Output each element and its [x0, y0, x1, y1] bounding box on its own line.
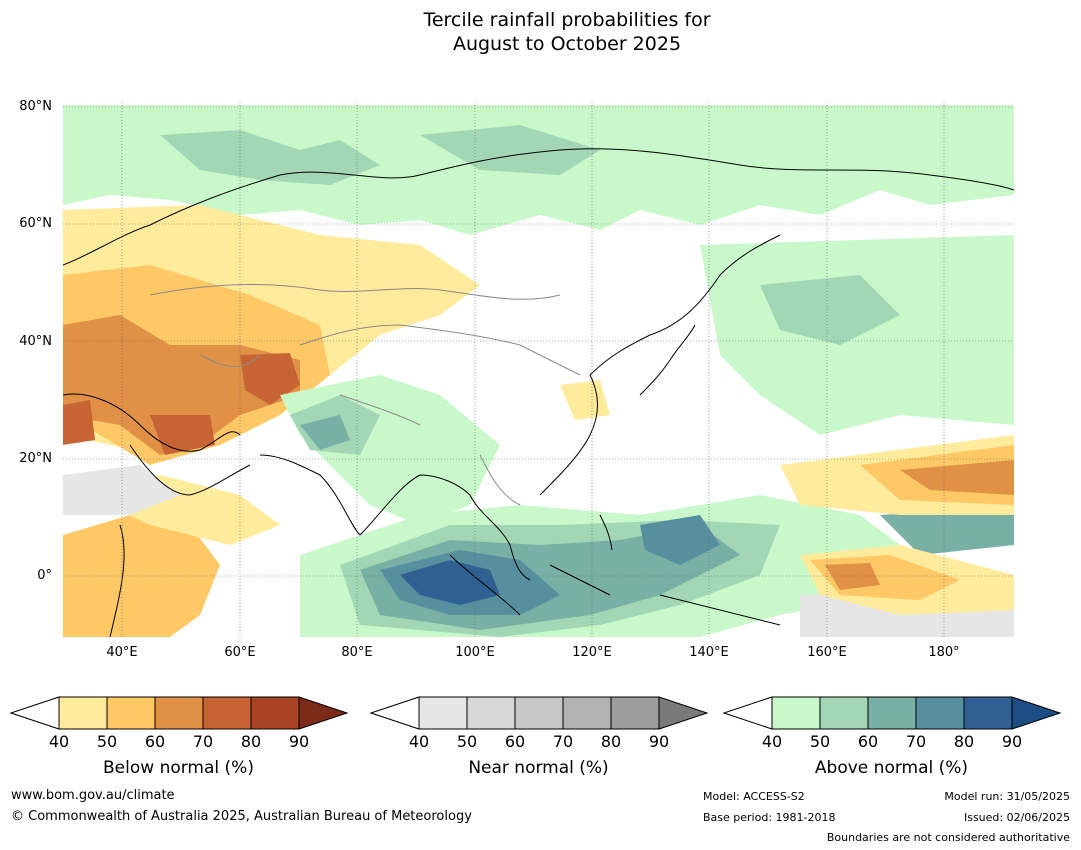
lon-label-80e: 80°E: [341, 645, 373, 660]
title-line-2: August to October 2025: [452, 33, 682, 55]
chart-title: Tercile rainfall probabilities for Augus…: [0, 8, 1081, 56]
tick-below-90: 90: [288, 732, 310, 751]
tick-above-50: 50: [809, 732, 831, 751]
lat-label-0: 0°: [37, 568, 52, 583]
model-run-date: Model run: 31/05/2025: [944, 790, 1070, 803]
lon-label-40e: 40°E: [106, 645, 138, 660]
colorbar-near-label: Near normal (%): [468, 758, 609, 778]
colorbar-near: [370, 696, 709, 730]
lon-label-60e: 60°E: [224, 645, 256, 660]
colorbar-near-bin-50: [466, 696, 516, 730]
region-above-pakistan: [300, 415, 350, 450]
tick-near-70: 70: [552, 732, 574, 751]
tick-near-50: 50: [456, 732, 478, 751]
base-period: Base period: 1981-2018: [703, 811, 836, 824]
colorbar-near-low-extend: [370, 696, 420, 730]
tick-near-80: 80: [600, 732, 622, 751]
colorbar-below-label: Below normal (%): [103, 758, 254, 778]
map-canvas: [63, 102, 1014, 637]
region-above-siberia-east: [420, 125, 600, 175]
colorbar-above-bin-80: [963, 696, 1013, 730]
colorbar-above-bin-40: [771, 696, 821, 730]
bom-url-link[interactable]: www.bom.gov.au/climate: [11, 788, 175, 803]
region-above-sumatra-deep: [400, 560, 500, 605]
lat-label-20n: 20°N: [19, 451, 52, 466]
issued-date: Issued: 02/06/2025: [963, 811, 1070, 824]
colorbar-below-high-extend: [298, 696, 349, 730]
colorbar-near-bin-40: [418, 696, 468, 730]
lon-label-100e: 100°E: [455, 645, 495, 660]
tick-below-80: 80: [240, 732, 262, 751]
colorbar-below: [10, 696, 349, 730]
lon-label-120e: 120°E: [572, 645, 612, 660]
tick-near-90: 90: [648, 732, 670, 751]
region-below-pacific-north-core: [900, 460, 1014, 495]
colorbar-above-bin-70: [915, 696, 965, 730]
colorbar-below-bin-70: [202, 696, 252, 730]
tick-below-60: 60: [144, 732, 166, 751]
colorbar-below-bin-50: [106, 696, 156, 730]
lat-label-60n: 60°N: [19, 216, 52, 231]
boundaries-disclaimer: Boundaries are not considered authoritat…: [826, 831, 1070, 844]
tick-above-90: 90: [1001, 732, 1023, 751]
colorbar-below-bin-40: [58, 696, 108, 730]
country-boundaries: [149, 284, 581, 506]
region-above-siberia-mid: [160, 130, 380, 185]
colorbar-above-low-extend: [723, 696, 773, 730]
colorbar-above: [723, 696, 1062, 730]
lon-label-140e: 140°E: [689, 645, 729, 660]
copyright-text: © Commonwealth of Australia 2025, Austra…: [11, 809, 472, 824]
region-below-pacific-south-core: [825, 563, 880, 590]
lat-label-80n: 80°N: [19, 99, 52, 114]
tick-below-40: 40: [48, 732, 70, 751]
region-above-philippines-sea: [640, 515, 720, 565]
coastlines: [63, 148, 1014, 637]
tick-above-70: 70: [905, 732, 927, 751]
colorbar-near-bin-60: [514, 696, 564, 730]
tick-below-70: 70: [192, 732, 214, 751]
tick-above-40: 40: [761, 732, 783, 751]
lat-label-40n: 40°N: [19, 334, 52, 349]
colorbar-above-bin-50: [819, 696, 869, 730]
tick-above-60: 60: [857, 732, 879, 751]
title-line-1: Tercile rainfall probabilities for: [423, 9, 711, 31]
tick-near-40: 40: [408, 732, 430, 751]
lon-label-180: 180°: [928, 645, 960, 660]
tick-above-80: 80: [953, 732, 975, 751]
colorbar-near-bin-70: [562, 696, 612, 730]
colorbar-below-bin-80: [250, 696, 300, 730]
colorbar-above-label: Above normal (%): [814, 758, 969, 778]
colorbar-below-bin-60: [154, 696, 204, 730]
colorbar-above-high-extend: [1011, 696, 1062, 730]
region-above-tropical-pacific-east: [880, 505, 1014, 555]
colorbar-near-bin-80: [610, 696, 660, 730]
lon-label-160e: 160°E: [807, 645, 847, 660]
tick-near-60: 60: [504, 732, 526, 751]
gridlines: [63, 102, 1014, 637]
probability-map: 80°N 60°N 40°N 20°N 0° 40°E 60°E 80°E 10…: [0, 95, 1081, 660]
region-below-iran: [240, 353, 300, 405]
region-above-north-pacific-mid: [760, 275, 900, 345]
model-name: Model: ACCESS-S2: [703, 790, 805, 803]
colorbar-near-high-extend: [658, 696, 709, 730]
tick-below-50: 50: [96, 732, 118, 751]
region-below-gulf: [63, 400, 95, 445]
colorbar-above-bin-60: [867, 696, 917, 730]
region-near-africa: [63, 465, 180, 515]
colorbar-below-low-extend: [10, 696, 60, 730]
